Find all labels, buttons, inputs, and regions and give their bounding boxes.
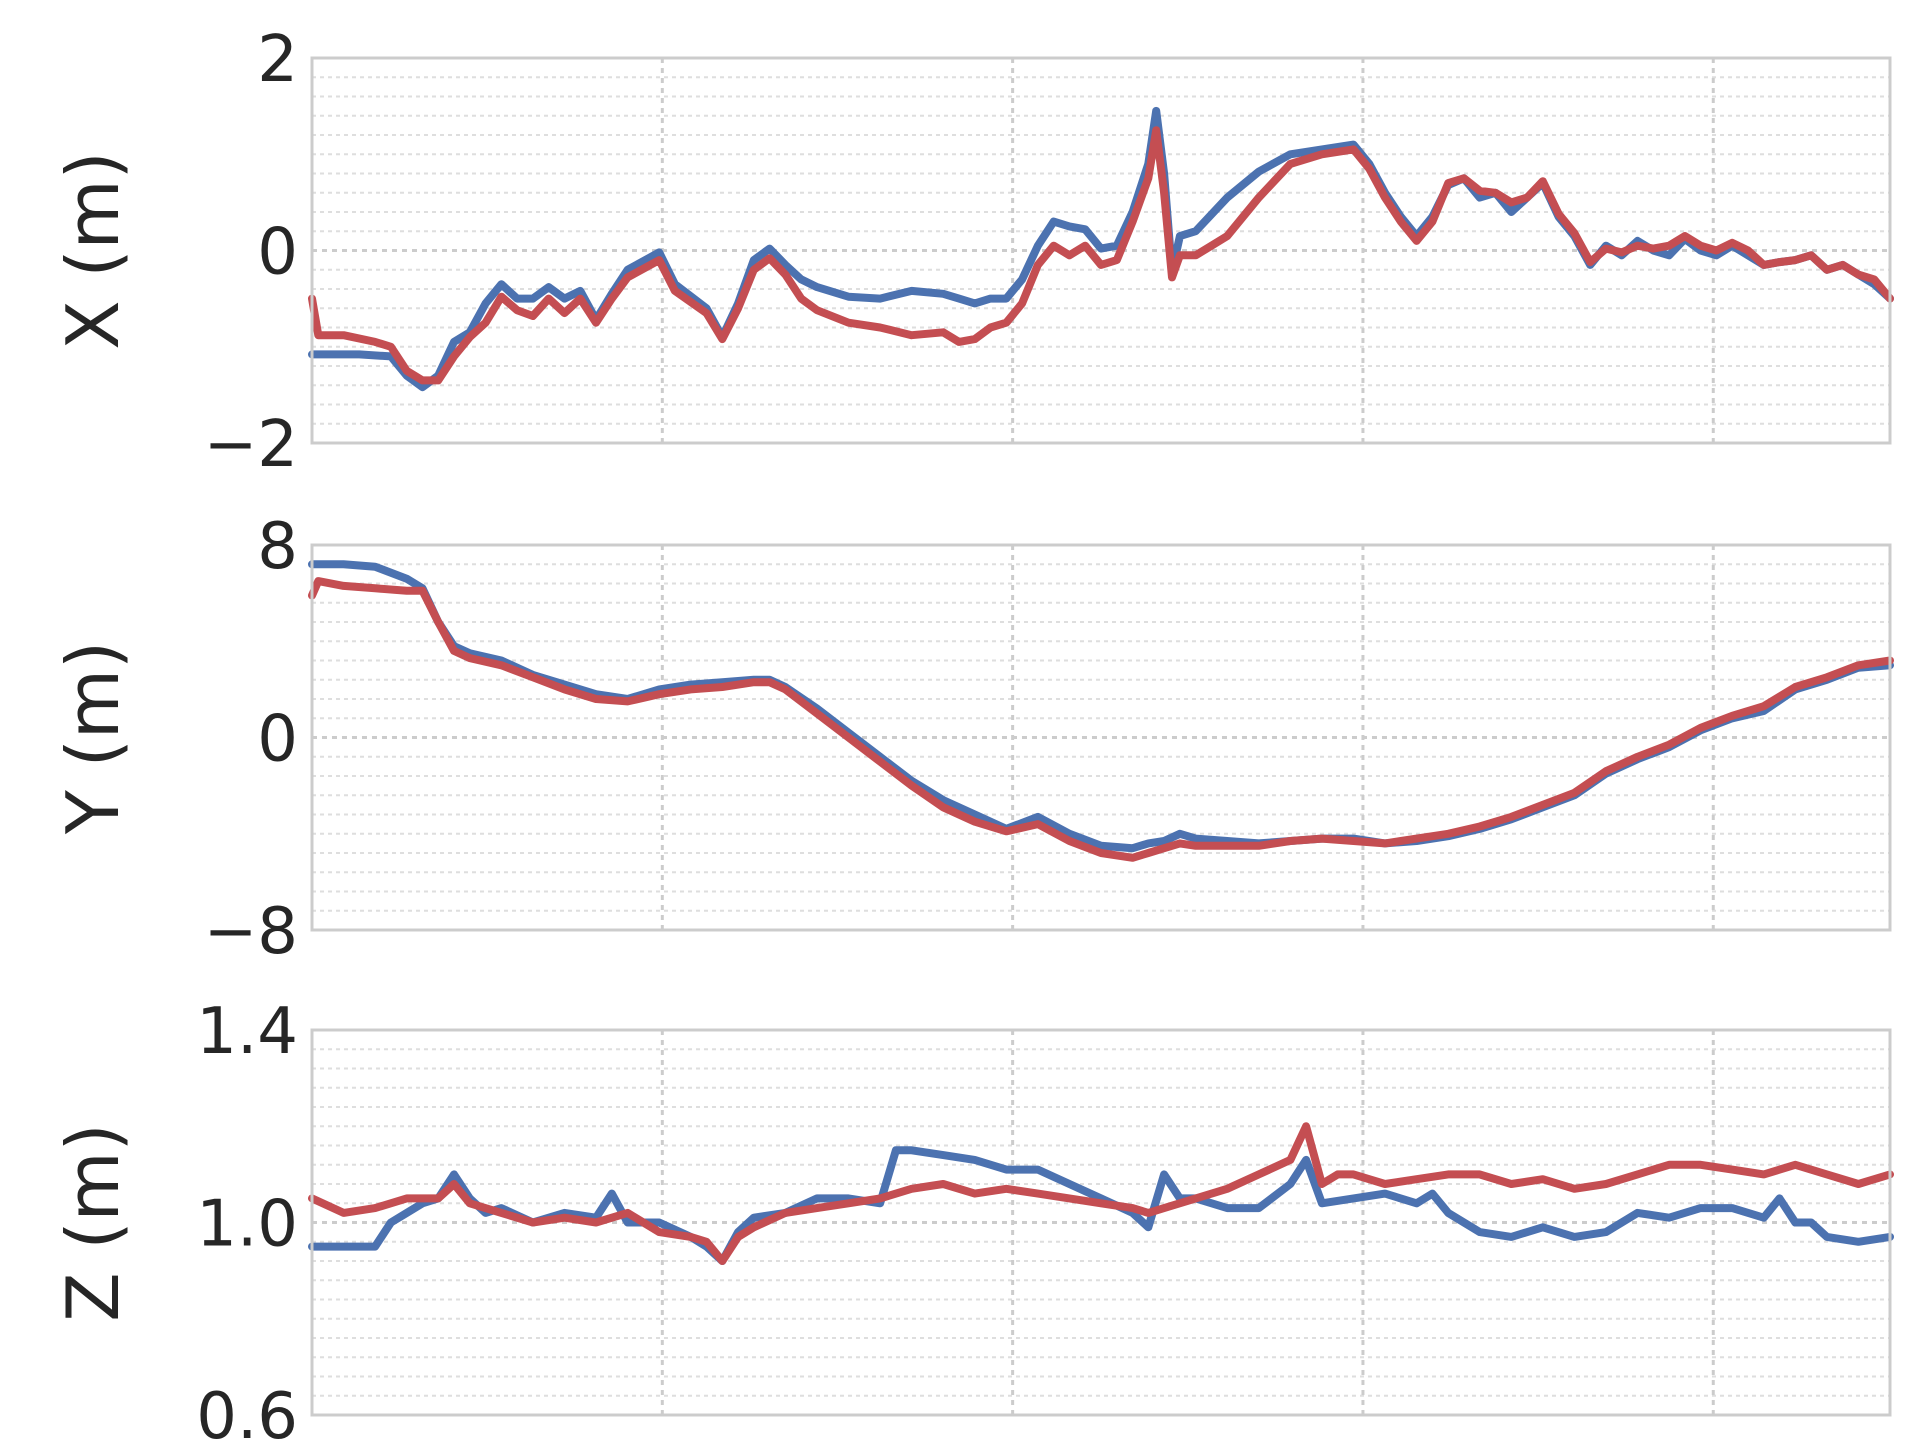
y-tick-label: −8 (204, 895, 298, 969)
y-tick-label: −2 (204, 408, 298, 482)
y-axis-label: Z (m) (51, 1123, 135, 1322)
axes-frame (310, 56, 1892, 445)
y-tick-label: 8 (257, 510, 298, 584)
panel-z: 1.4 1.0 0.6 Z (m) (51, 995, 1894, 1440)
y-tick-label: 1.0 (196, 1188, 298, 1262)
subplots: 2 0 −2 X (m) 8 0 −8 Y (m) 1.4 1.0 0.6 Z (m) (51, 23, 1894, 1440)
y-tick-label: 2 (257, 23, 298, 97)
series-line-2 (308, 1122, 1894, 1265)
panel-y: 8 0 −8 Y (m) (51, 510, 1894, 969)
y-axis-label: X (m) (51, 151, 135, 350)
series-line-1 (308, 560, 1894, 853)
series-line-2 (308, 126, 1894, 385)
minor-gridlines (312, 76, 1890, 425)
minor-gridlines (312, 563, 1890, 912)
y-tick-label: 0.6 (196, 1380, 298, 1440)
axes-frame (310, 543, 1892, 932)
y-axis-label: Y (m) (51, 641, 135, 835)
series-line-2 (308, 577, 1894, 862)
panel-x: 2 0 −2 X (m) (51, 23, 1894, 482)
y-tick-label: 1.4 (196, 995, 298, 1069)
y-tick-label: 0 (257, 216, 298, 290)
minor-gridlines (312, 1048, 1890, 1397)
y-tick-label: 0 (257, 703, 298, 777)
axes-frame (310, 1028, 1892, 1417)
